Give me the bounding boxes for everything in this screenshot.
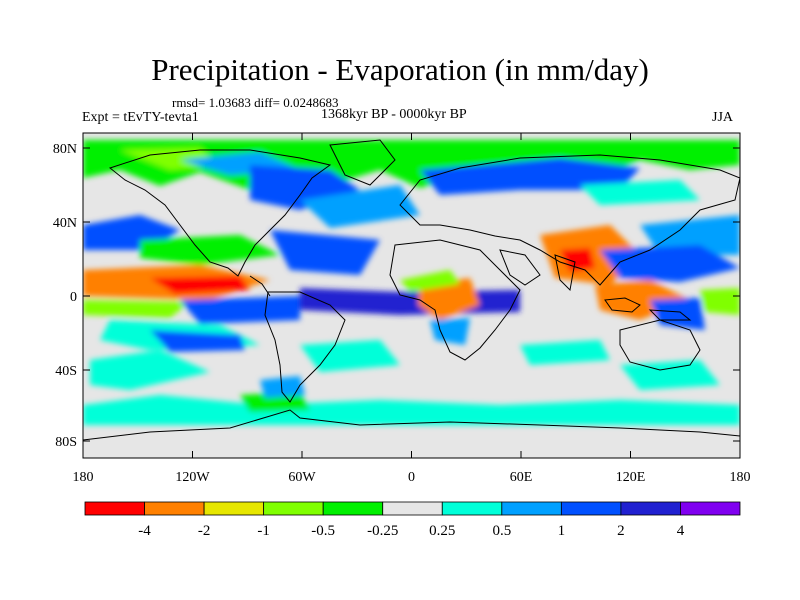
field-patch (83, 300, 190, 318)
colorbar: -4 -2 -1 -0.5 -0.25 0.25 0.5 1 2 4 (84, 501, 741, 539)
field-patch (260, 376, 305, 398)
colorbar-swatch (501, 501, 562, 516)
coastline (499, 249, 541, 286)
field-patch (640, 215, 740, 255)
field-patch (83, 395, 740, 425)
field-patch (580, 180, 700, 205)
colorbar-label: 0.25 (429, 523, 455, 539)
field-patch (700, 288, 740, 315)
coastline (554, 254, 576, 292)
lat-tick-label: 40N (53, 216, 77, 231)
coastline (604, 297, 641, 313)
colorbar-swatch (680, 501, 741, 516)
field-patch (90, 350, 210, 390)
lat-tick-label: 40S (55, 364, 77, 379)
field-patch (140, 235, 280, 265)
experiment-label: Expt = tEvTY-tevta1 (82, 110, 199, 125)
season-label: JJA (712, 110, 734, 125)
colorbar-label: 0.5 (492, 523, 511, 539)
coastline (389, 239, 521, 361)
colorbar-label: 4 (677, 523, 685, 539)
latitude-axis: 80N 40N 0 40S 80S (53, 142, 740, 450)
colorbar-label: -0.5 (311, 523, 335, 539)
map-title: Precipitation - Evaporation (in mm/day) (151, 52, 649, 87)
lon-tick-label: 60W (288, 470, 316, 485)
lat-tick-label: 80N (53, 142, 77, 157)
coastline (648, 309, 692, 321)
colorbar-label: -4 (138, 523, 151, 539)
field-patch (300, 185, 420, 228)
field-patch (150, 330, 245, 352)
field-layer (83, 133, 740, 458)
coastline (108, 149, 332, 277)
colorbar-swatch (84, 501, 145, 516)
field-patch (300, 288, 520, 315)
colorbar-label: -1 (257, 523, 270, 539)
colorbar-swatch (560, 501, 622, 516)
colorbar-swatch (263, 501, 324, 516)
field-patch (400, 270, 460, 292)
lon-tick-label: 60E (510, 470, 533, 485)
lat-tick-label: 0 (70, 290, 77, 305)
lat-tick-label: 80S (55, 435, 77, 450)
coastline (399, 154, 740, 286)
field-patch (595, 280, 690, 320)
field-patch (83, 140, 740, 190)
stats-label: rmsd= 1.03683 diff= 0.0248683 (172, 95, 339, 110)
period-label: 1368kyr BP - 0000kyr BP (321, 107, 467, 122)
field-patch (180, 296, 300, 324)
field-patch (620, 360, 720, 390)
colorbar-swatch (382, 501, 443, 516)
coastline (619, 319, 701, 371)
coastline (329, 139, 396, 186)
field-patch (560, 248, 595, 272)
field-patch (520, 340, 610, 365)
colorbar-swatch (322, 501, 384, 516)
colorbar-swatch (620, 501, 681, 516)
field-patch (300, 340, 400, 372)
field-patch (150, 276, 250, 294)
colorbar-swatch (441, 501, 503, 516)
coastline (264, 291, 346, 403)
colorbar-swatch (203, 501, 265, 516)
colorbar-label: 2 (617, 523, 625, 539)
colorbar-swatch (144, 501, 205, 516)
coastlines (83, 139, 740, 441)
colorbar-label: -2 (198, 523, 211, 539)
field-patch (270, 230, 380, 275)
lon-tick-label: 120E (616, 470, 646, 485)
coastline (249, 275, 271, 297)
field-patch (600, 245, 740, 282)
coastline (83, 409, 740, 441)
colorbar-label: -0.25 (367, 523, 398, 539)
longitude-axis: 180 120W 60W 0 60E 120E 180 (73, 133, 751, 485)
lon-tick-label: 180 (730, 470, 751, 485)
lon-tick-label: 180 (73, 470, 94, 485)
lon-tick-label: 120W (175, 470, 210, 485)
field-patch (430, 318, 470, 345)
field-patch (650, 298, 705, 330)
lon-tick-label: 0 (408, 470, 415, 485)
colorbar-label: 1 (558, 523, 566, 539)
